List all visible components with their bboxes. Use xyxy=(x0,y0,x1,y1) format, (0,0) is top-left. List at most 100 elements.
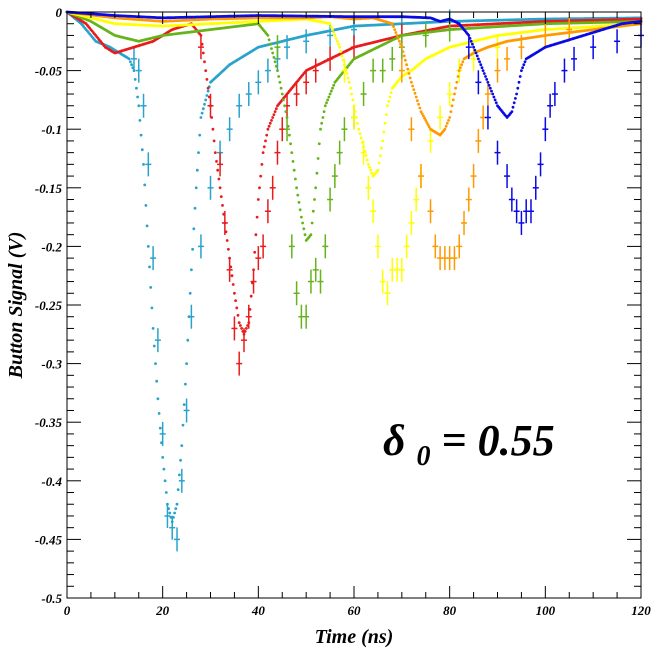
simulation-point xyxy=(449,110,453,113)
series-3 xyxy=(65,10,643,306)
simulation-point xyxy=(215,160,218,163)
simulation-point xyxy=(277,75,281,78)
simulation-point xyxy=(444,124,448,128)
simulation-point xyxy=(424,119,428,122)
simulation-point xyxy=(143,183,147,187)
x-tick-label: 80 xyxy=(443,603,457,618)
simulation-point xyxy=(234,299,238,302)
simulation-point xyxy=(295,186,298,190)
x-tick-label: 40 xyxy=(251,603,266,618)
simulation-point xyxy=(313,198,316,201)
simulation-point xyxy=(185,362,189,365)
simulation-point xyxy=(300,215,303,219)
simulation-point xyxy=(410,80,413,84)
simulation-point xyxy=(272,56,276,59)
simulation-point xyxy=(488,86,492,90)
simulation-point xyxy=(323,104,327,108)
simulation-point xyxy=(450,104,454,108)
simulation-point xyxy=(203,102,206,106)
x-tick-label: 120 xyxy=(631,603,651,618)
simulation-point xyxy=(389,91,393,94)
simulation-point xyxy=(231,283,235,286)
simulation-point xyxy=(271,116,275,119)
simulation-point xyxy=(381,139,385,143)
simulation-point xyxy=(491,92,495,96)
simulation-point xyxy=(357,127,361,131)
simulation-point xyxy=(212,139,216,143)
simulation-point xyxy=(384,113,388,116)
simulation-point xyxy=(146,245,150,248)
simulation-point xyxy=(213,151,217,155)
simulation-point xyxy=(398,39,401,43)
simulation-point xyxy=(162,467,166,471)
simulation-point xyxy=(204,98,208,102)
simulation-point xyxy=(518,75,522,78)
simulation-point xyxy=(451,98,455,102)
x-tick-label: 20 xyxy=(155,603,170,618)
simulation-point xyxy=(259,174,263,178)
simulation-point xyxy=(327,95,331,99)
simulation-point xyxy=(383,121,387,125)
simulation-point xyxy=(411,84,414,88)
simulation-point xyxy=(140,148,144,152)
simulation-point xyxy=(240,327,244,330)
simulation-point xyxy=(322,110,326,113)
x-tick-label: 0 xyxy=(64,603,71,618)
simulation-point xyxy=(443,127,447,131)
simulation-point xyxy=(219,195,223,199)
simulation-point xyxy=(380,146,383,150)
simulation-point xyxy=(264,139,267,143)
simulation-point xyxy=(377,161,381,165)
simulation-point xyxy=(273,60,277,64)
annotation-symbol: δ xyxy=(383,416,406,465)
simulation-point xyxy=(420,112,424,116)
simulation-point xyxy=(221,204,224,207)
simulation-point xyxy=(310,221,314,225)
simulation-point xyxy=(290,151,294,155)
simulation-point xyxy=(163,479,167,483)
simulation-point xyxy=(368,165,371,169)
simulation-point xyxy=(370,171,374,175)
simulation-point xyxy=(256,198,260,201)
simulation-point xyxy=(460,63,463,67)
x-axis-title: Time (ns) xyxy=(315,626,394,648)
simulation-point xyxy=(335,39,339,43)
simulation-point xyxy=(469,39,473,43)
simulation-point xyxy=(490,89,493,93)
simulation-point xyxy=(390,22,394,26)
simulation-point xyxy=(154,362,157,365)
annotation-value: = 0.55 xyxy=(442,416,555,465)
simulation-point xyxy=(200,111,204,115)
simulation-point xyxy=(237,321,241,324)
y-tick-label: -0.1 xyxy=(41,122,62,137)
simulation-point xyxy=(447,119,450,122)
simulation-point xyxy=(471,42,474,46)
simulation-point xyxy=(422,114,425,118)
simulation-point xyxy=(254,233,258,237)
simulation-point xyxy=(319,127,322,131)
simulation-point xyxy=(492,95,496,99)
simulation-point xyxy=(294,177,297,181)
simulation-point xyxy=(150,306,154,310)
simulation-point xyxy=(311,209,315,213)
simulation-point xyxy=(515,92,518,96)
simulation-point xyxy=(413,91,417,95)
simulation-point xyxy=(253,250,257,254)
simulation-point xyxy=(401,50,405,53)
simulation-point xyxy=(399,42,402,46)
simulation-point xyxy=(303,233,307,237)
simulation-point xyxy=(236,313,240,317)
simulation-point xyxy=(156,397,160,401)
simulation-point xyxy=(510,110,514,113)
simulation-point xyxy=(416,99,419,102)
simulation-point xyxy=(155,379,159,383)
simulation-point xyxy=(426,123,430,127)
simulation-point xyxy=(133,78,137,81)
simulation-point xyxy=(346,76,350,80)
simulation-point xyxy=(511,105,515,109)
y-axis-title: Button Signal (V) xyxy=(5,232,27,380)
x-tick-label: 60 xyxy=(348,603,362,618)
simulation-point xyxy=(284,110,288,113)
